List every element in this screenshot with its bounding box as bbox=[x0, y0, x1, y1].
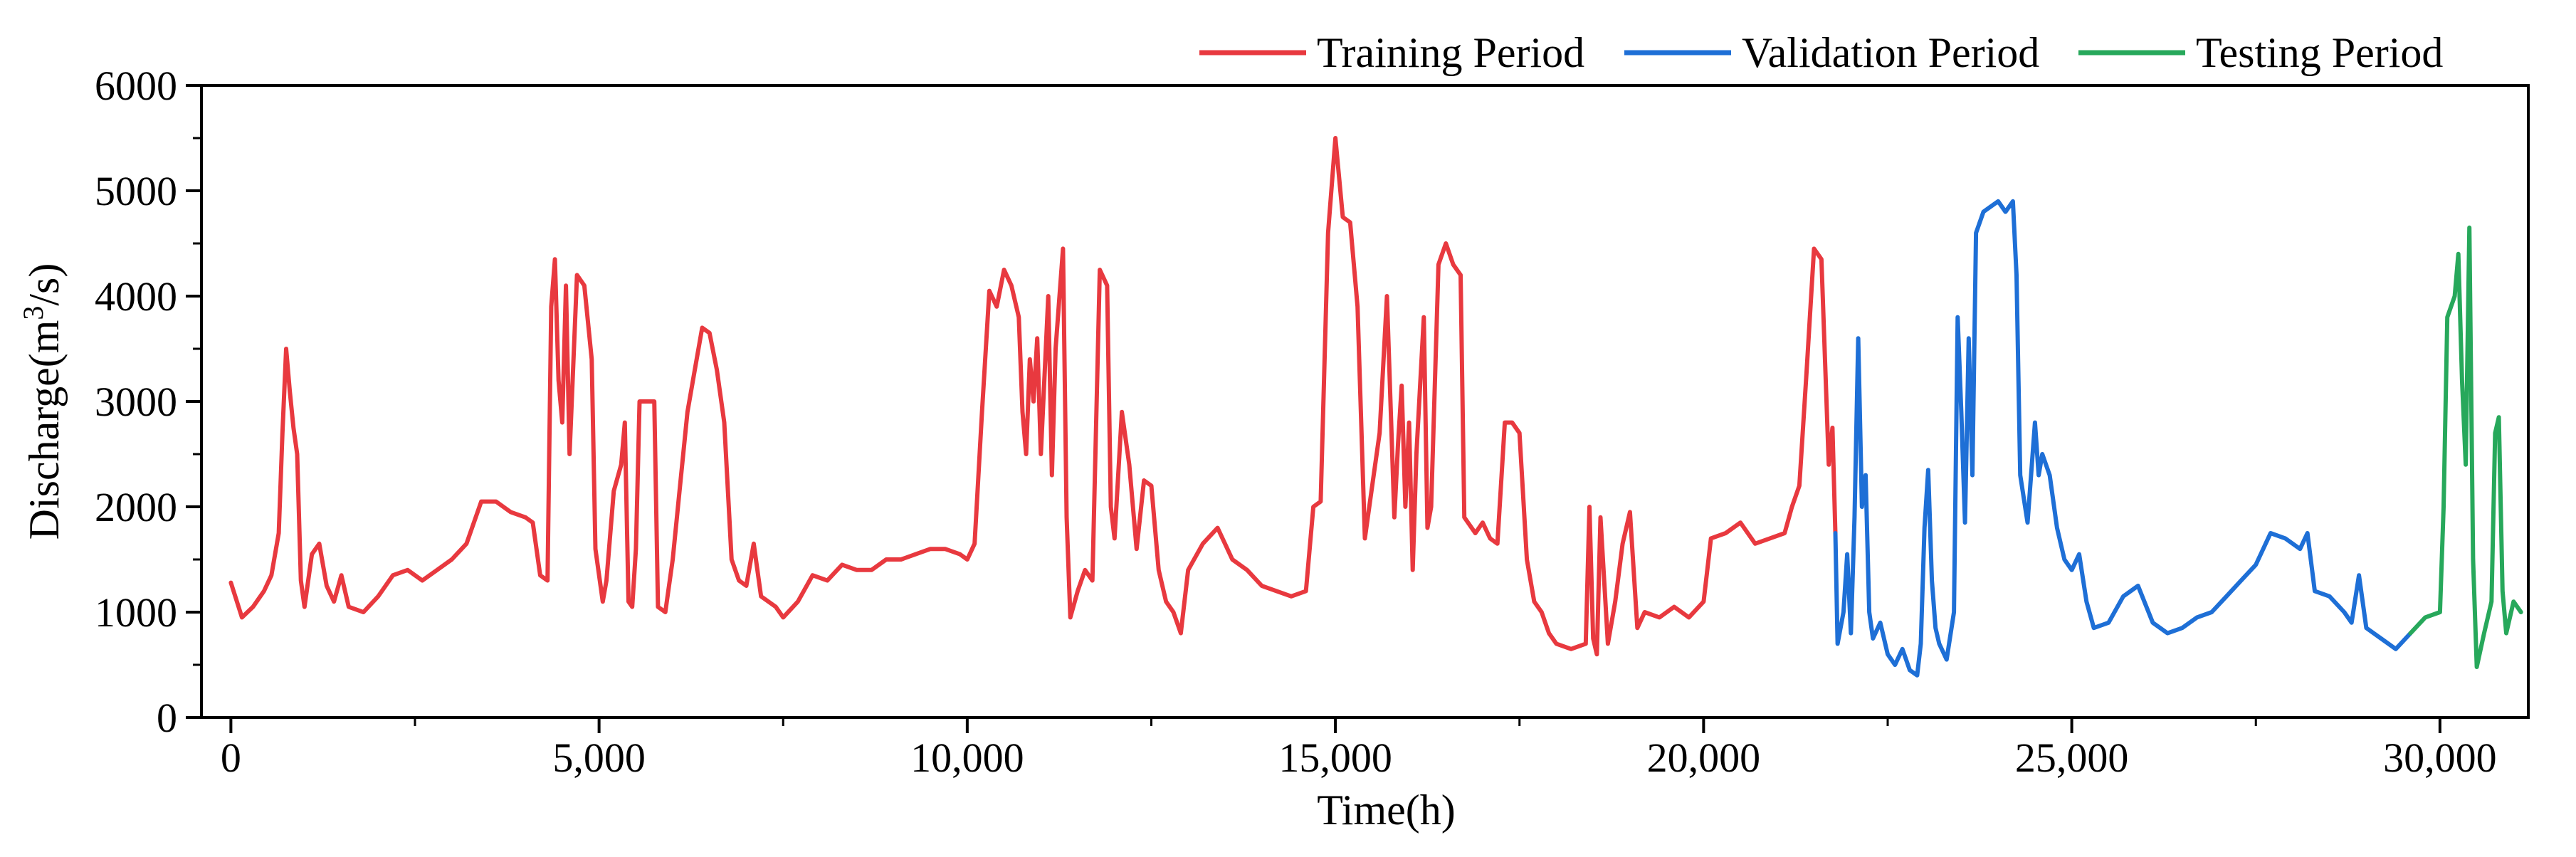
y-axis-label: Discharge(m3/s) bbox=[17, 263, 68, 540]
x-tick-label: 25,000 bbox=[2015, 735, 2129, 781]
legend-label-testing-period: Testing Period bbox=[2196, 29, 2443, 76]
y-axis-label-tail: /s) bbox=[21, 263, 68, 306]
y-tick-label: 0 bbox=[157, 695, 177, 741]
legend-label-training-period: Training Period bbox=[1317, 29, 1584, 76]
y-tick-label: 2000 bbox=[95, 484, 177, 530]
y-tick-label: 5000 bbox=[95, 168, 177, 214]
x-tick-label: 30,000 bbox=[2383, 735, 2497, 781]
y-tick-label: 6000 bbox=[95, 63, 177, 109]
legend: Training Period Validation Period Testing … bbox=[1199, 29, 2443, 76]
y-tick-label: 1000 bbox=[95, 589, 177, 636]
x-tick-label: 10,000 bbox=[910, 735, 1024, 781]
x-tick-label: 20,000 bbox=[1647, 735, 1761, 781]
x-tick-label: 5,000 bbox=[552, 735, 646, 781]
x-axis-label: Time(h) bbox=[1317, 787, 1455, 834]
y-tick-label: 4000 bbox=[95, 273, 177, 320]
series-line-training-period bbox=[228, 136, 1838, 657]
x-axis: 0 5,000 10,000 15,000 20,000 25,000 30,000 bbox=[221, 717, 2497, 781]
legend-label-validation-period: Validation Period bbox=[1742, 29, 2039, 76]
x-tick-label: 0 bbox=[221, 735, 241, 781]
y-tick-label: 3000 bbox=[95, 379, 177, 425]
y-axis-label-main: Discharge(m bbox=[21, 320, 68, 540]
y-axis: 0 1000 2000 3000 4000 5000 6000 bbox=[95, 63, 201, 741]
series-layer bbox=[228, 136, 2523, 678]
series-line-testing-period bbox=[2408, 225, 2523, 669]
series-line-validation-period bbox=[1833, 199, 2413, 678]
y-axis-label-superscript: 3 bbox=[17, 306, 49, 320]
x-tick-label: 15,000 bbox=[1278, 735, 1392, 781]
